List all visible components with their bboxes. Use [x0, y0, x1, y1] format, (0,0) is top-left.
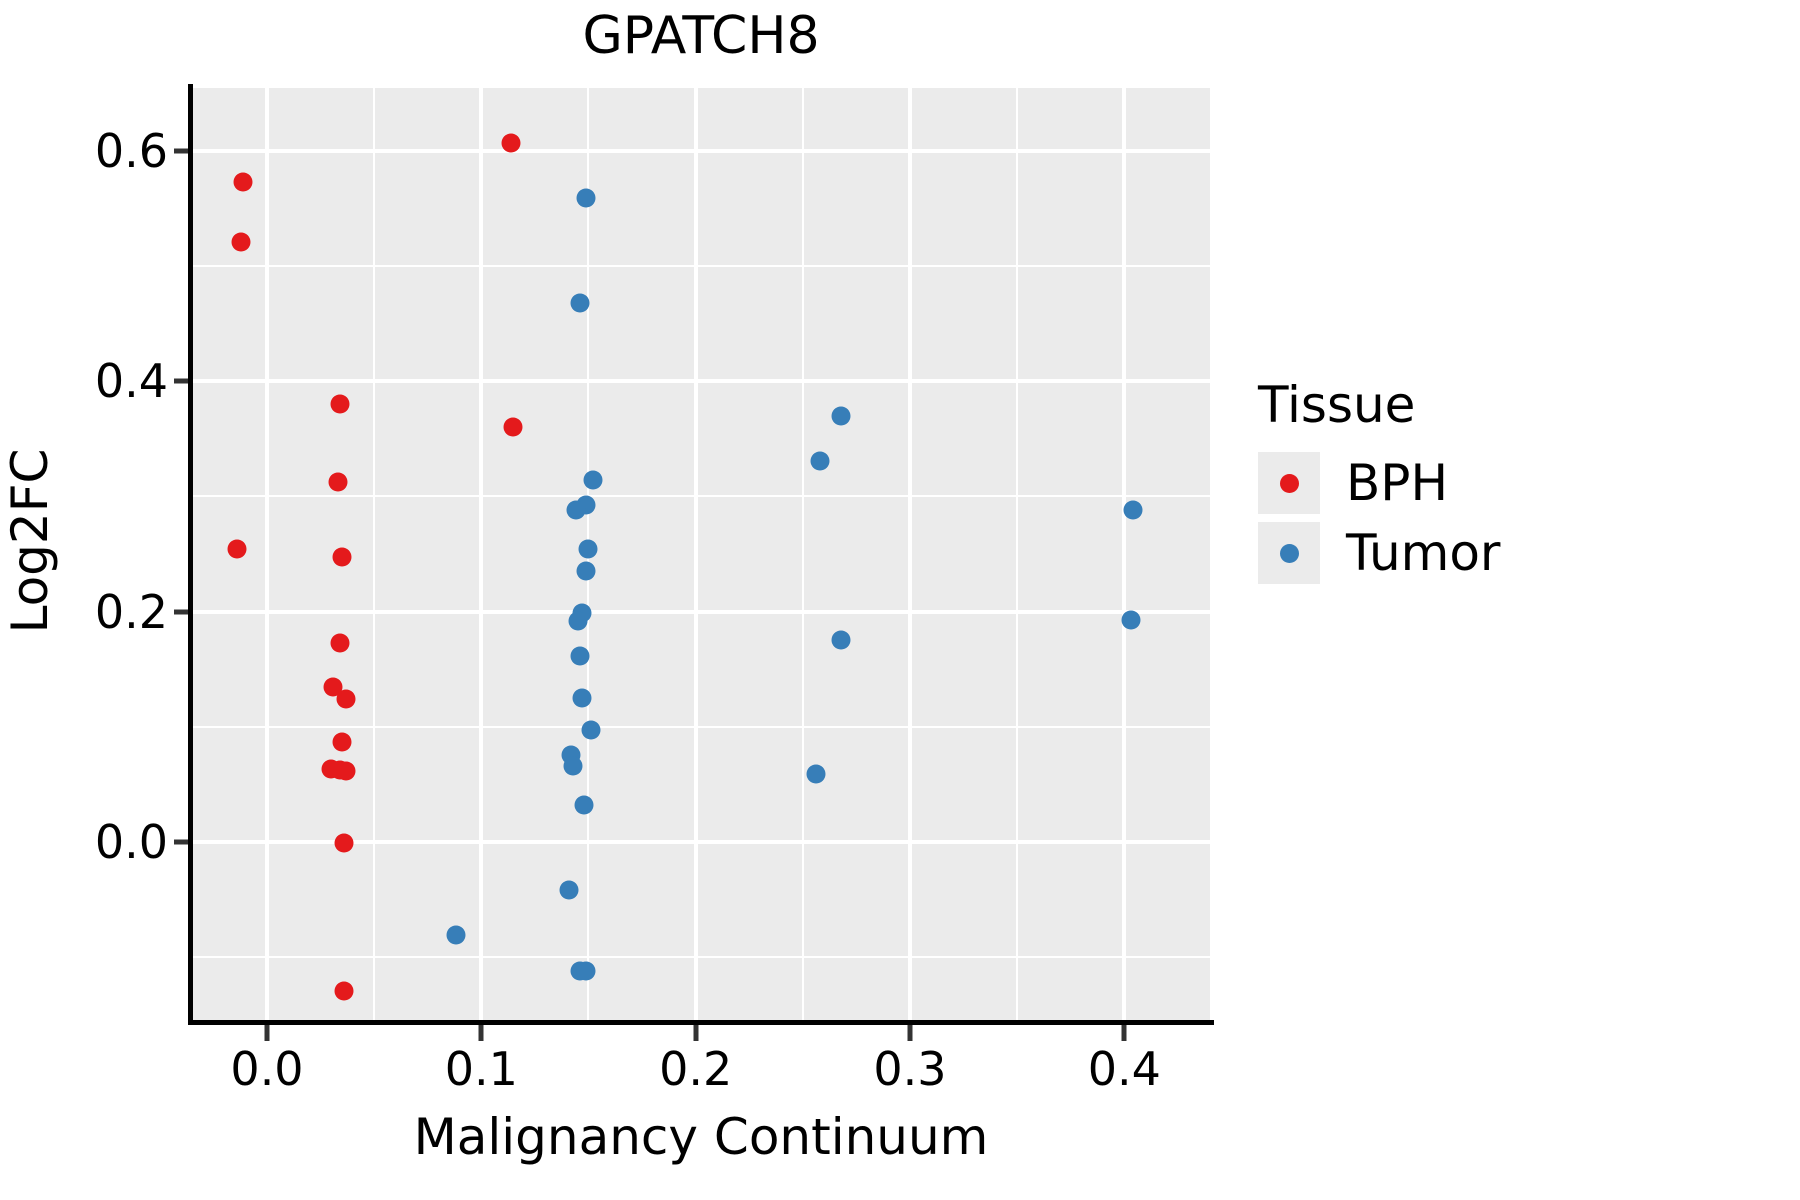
- gridline-major-horizontal: [192, 149, 1210, 154]
- gridline-major-vertical: [265, 88, 269, 1020]
- legend-key-swatch: [1258, 522, 1320, 584]
- gridline-minor-horizontal: [192, 265, 1210, 268]
- y-axis-line: [188, 84, 193, 1024]
- data-point-bph: [336, 761, 356, 781]
- x-tick-label: 0.2: [659, 1042, 733, 1096]
- y-tick-label: 0.2: [94, 584, 168, 639]
- data-point-bph: [332, 547, 352, 567]
- x-axis-line: [188, 1020, 1214, 1025]
- legend-key-swatch: [1258, 452, 1320, 514]
- data-point-bph: [334, 981, 354, 1001]
- x-tick-mark: [264, 1025, 270, 1041]
- legend-item-label: BPH: [1346, 454, 1449, 512]
- data-point-tumor: [576, 188, 596, 208]
- gridline-major-vertical: [907, 88, 912, 1020]
- data-point-bph: [503, 417, 523, 437]
- gridline-minor-horizontal: [192, 725, 1210, 728]
- gridline-major-horizontal: [192, 379, 1210, 384]
- x-tick-mark: [907, 1025, 913, 1041]
- data-point-bph: [330, 394, 350, 414]
- data-point-bph: [328, 472, 348, 491]
- gridline-major-horizontal: [192, 609, 1210, 614]
- data-point-tumor: [831, 406, 851, 426]
- data-point-bph: [330, 633, 350, 653]
- data-point-tumor: [576, 561, 596, 581]
- legend-item-bph[interactable]: BPH: [1258, 448, 1678, 518]
- data-point-bph: [231, 232, 251, 252]
- y-tick-label: 0.4: [94, 354, 168, 409]
- legend-dot-icon: [1279, 543, 1299, 563]
- y-tick-mark: [174, 378, 188, 384]
- data-point-tumor: [559, 880, 579, 900]
- legend-items: BPH Tumor: [1258, 448, 1678, 588]
- y-tick-label: 0.0: [94, 814, 168, 869]
- gridline-minor-vertical: [1016, 88, 1019, 1020]
- data-point-tumor: [578, 539, 598, 559]
- data-point-tumor: [1123, 500, 1143, 520]
- gridline-major-vertical: [1122, 88, 1127, 1020]
- gridline-minor-vertical: [801, 88, 804, 1020]
- gridline-major-horizontal: [192, 839, 1210, 844]
- plot-panel: [192, 88, 1210, 1020]
- data-point-tumor: [806, 764, 826, 784]
- gridline-minor-horizontal: [192, 495, 1210, 498]
- y-tick-mark: [174, 839, 188, 845]
- x-tick-label: 0.0: [230, 1042, 304, 1096]
- data-point-bph: [501, 133, 521, 153]
- data-point-tumor: [572, 688, 592, 708]
- data-point-bph: [334, 833, 354, 853]
- x-axis-title: Malignancy Continuum: [413, 1108, 989, 1166]
- gridline-major-vertical: [479, 88, 484, 1020]
- gridline-major-vertical: [693, 88, 698, 1020]
- x-tick-mark: [1121, 1025, 1127, 1041]
- data-point-tumor: [570, 646, 590, 666]
- gridline-minor-horizontal: [192, 955, 1210, 958]
- data-point-tumor: [581, 720, 601, 740]
- data-point-tumor: [570, 293, 590, 313]
- data-point-tumor: [566, 500, 586, 520]
- y-tick-label: 0.6: [94, 124, 168, 179]
- legend-item-label: Tumor: [1346, 524, 1501, 582]
- x-tick-label: 0.3: [873, 1042, 947, 1096]
- x-tick-mark: [478, 1025, 484, 1041]
- data-point-bph: [227, 539, 247, 559]
- x-tick-label: 0.1: [444, 1042, 518, 1096]
- y-tick-mark: [174, 609, 188, 615]
- data-point-bph: [233, 172, 253, 192]
- data-point-tumor: [568, 611, 588, 631]
- data-point-tumor: [1121, 610, 1141, 630]
- x-tick-mark: [693, 1025, 699, 1041]
- data-point-bph: [332, 732, 352, 752]
- x-tick-label: 0.4: [1087, 1042, 1161, 1096]
- legend: Tissue BPH Tumor: [1258, 380, 1678, 588]
- chart-title: GPATCH8: [582, 6, 820, 66]
- legend-item-tumor[interactable]: Tumor: [1258, 518, 1678, 588]
- data-point-tumor: [576, 961, 596, 981]
- data-point-tumor: [831, 630, 851, 650]
- legend-dot-icon: [1279, 473, 1299, 493]
- data-point-bph: [336, 689, 356, 709]
- data-point-tumor: [810, 451, 830, 471]
- data-point-tumor: [446, 925, 466, 945]
- y-axis-title: Log2FC: [1, 448, 59, 634]
- data-point-tumor: [574, 795, 594, 815]
- y-tick-mark: [174, 148, 188, 154]
- gridline-minor-vertical: [373, 88, 376, 1020]
- legend-title: Tissue: [1258, 376, 1416, 434]
- data-point-tumor: [563, 756, 583, 776]
- data-point-tumor: [583, 470, 603, 490]
